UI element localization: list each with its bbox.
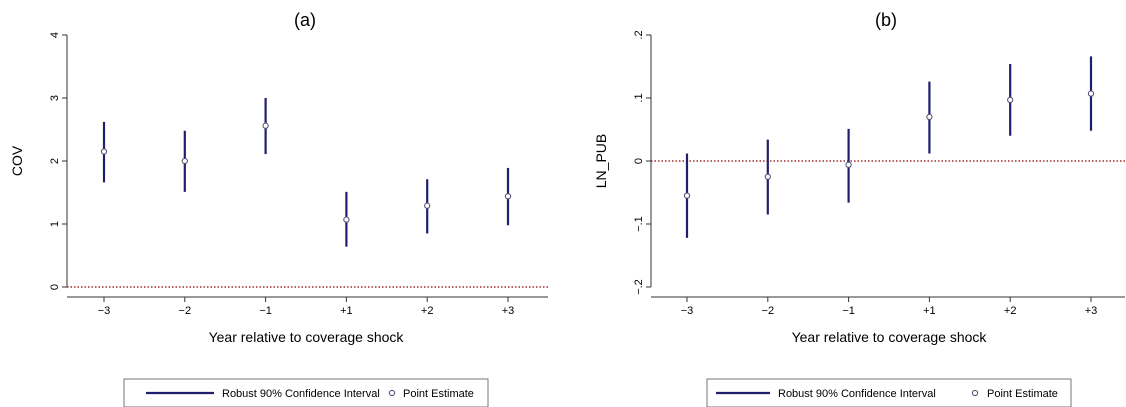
panel-b-x-tick-label: +3 xyxy=(1085,305,1098,317)
panel-a-point-estimate xyxy=(100,148,108,155)
panel-b-y-axis-label: LN_PUB xyxy=(593,134,609,188)
legend-a-ci-label: Robust 90% Confidence Interval xyxy=(222,388,380,400)
panel-a-point-estimate xyxy=(181,157,188,165)
panel-b-x-tick-label: +2 xyxy=(1004,305,1017,317)
panel-b-x-tick-label: −1 xyxy=(842,305,855,317)
panel-a-y-axis-label: COV xyxy=(9,145,25,176)
legend-a-point-swatch xyxy=(388,389,396,397)
panel-a-y-tick-label: 3 xyxy=(49,95,61,101)
panel-b-x-tick-label: −2 xyxy=(762,305,775,317)
panel-b-y-tick-label: .1 xyxy=(633,93,645,102)
panel-a-point-estimate xyxy=(424,202,431,209)
panel-b-title: (b) xyxy=(875,10,897,30)
panel-b-point-estimate xyxy=(845,161,852,168)
panel-b-point-estimate xyxy=(764,173,771,180)
panel-a-x-tick-label: −2 xyxy=(179,305,192,317)
panel-a-y-tick-label: 4 xyxy=(49,32,61,38)
panel-a-x-tick-label: +1 xyxy=(340,305,353,317)
panel-b-y-tick-label: .2 xyxy=(633,30,645,39)
legend-b-point-label: Point Estimate xyxy=(987,388,1058,400)
legend-a-point-label: Point Estimate xyxy=(403,388,474,400)
panel-b-x-axis-label: Year relative to coverage shock xyxy=(792,329,988,345)
panel-b-point-estimate xyxy=(1087,90,1095,97)
panel-a-x-axis-label: Year relative to coverage shock xyxy=(209,329,405,345)
panel-a-x-tick-label: +2 xyxy=(421,305,434,317)
legend-a: Robust 90% Confidence Interval Point Est… xyxy=(123,378,489,407)
panel-b-y-tick-label: 0 xyxy=(633,158,645,164)
panel-a-y-tick-label: 1 xyxy=(49,221,61,227)
legend-b-ci-label: Robust 90% Confidence Interval xyxy=(778,388,936,400)
panel-b-point-estimate xyxy=(683,192,691,199)
panel-a-y-tick-label: 0 xyxy=(49,284,61,290)
panel-a-x-tick-label: +3 xyxy=(502,305,515,317)
panel-a-title: (a) xyxy=(294,10,316,30)
panel-b-point-estimate xyxy=(926,113,933,121)
panel-b-plot-area: −.2 −.1 0 .1 .2 −3 −2 −1 +1 +2 +3 xyxy=(633,30,1125,317)
panel-a-point-estimate xyxy=(262,122,269,129)
panel-b-y-tick-label: −.1 xyxy=(633,216,645,232)
panel-a-plot-area: 0 1 2 3 4 −3 −2 −1 +1 +2 +3 xyxy=(49,32,548,317)
panel-a-point-estimate xyxy=(504,193,512,200)
legend-b-point-swatch xyxy=(971,389,979,397)
panel-b-y-tick-label: −.2 xyxy=(633,279,645,295)
panel-b: (b) LN_PUB Year relative to coverage sho… xyxy=(593,10,1125,345)
panel-a-point-estimate xyxy=(343,216,350,223)
panel-b-x-tick-label: −3 xyxy=(681,305,694,317)
panel-b-point-estimate xyxy=(1007,96,1014,104)
panel-b-x-tick-label: +1 xyxy=(923,305,936,317)
panel-a-y-tick-label: 2 xyxy=(49,158,61,164)
legend-b: Robust 90% Confidence Interval Point Est… xyxy=(706,378,1072,407)
panel-a-x-tick-label: −1 xyxy=(259,305,272,317)
panel-a: (a) COV Year relative to coverage shock … xyxy=(9,10,548,345)
panel-a-x-tick-label: −3 xyxy=(98,305,111,317)
